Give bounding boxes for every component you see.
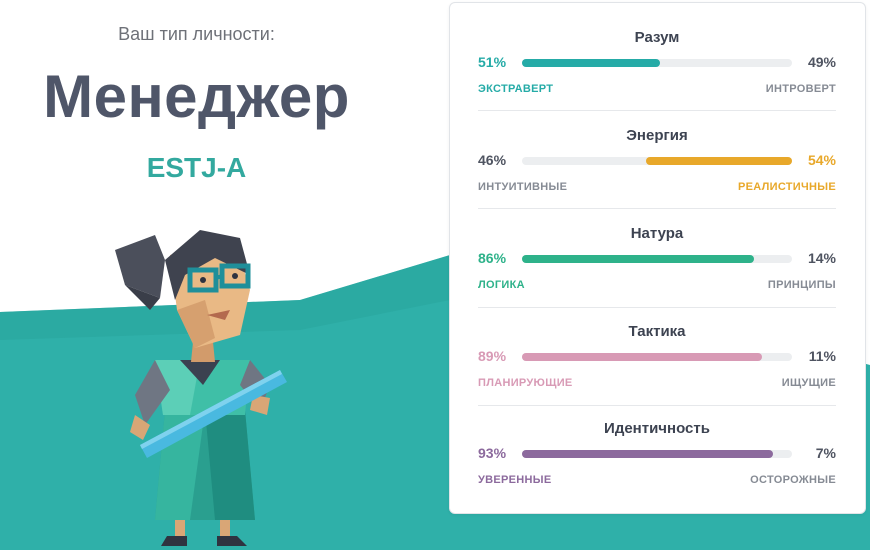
trait-row: Энергия 46% 54% ИНТУИТИВНЫЕ РЕАЛИСТИЧНЫЕ [478,127,836,225]
trait-left-label: УВЕРЕННЫЕ [478,474,552,486]
trait-title: Разум [634,29,680,46]
traits-card: Разум 51% 49% ЭКСТРАВЕРТ ИНТРОВЕРТ Энергия 46%… [449,2,866,514]
trait-bar-fill [522,450,774,458]
trait-left-label: ИНТУИТИВНЫЕ [478,181,568,193]
trait-bar-track [522,353,792,361]
trait-row: Натура 86% 14% ЛОГИКА ПРИНЦИПЫ [478,225,836,323]
trait-divider [478,405,836,406]
trait-left-percent: 86% [478,250,507,266]
trait-bar-fill [522,59,660,67]
trait-right-label: РЕАЛИСТИЧНЫЕ [737,181,836,193]
trait-right-label: ОСТОРОЖНЫЕ [750,474,836,486]
trait-right-label: ПРИНЦИПЫ [767,279,836,291]
manager-character-illustration [115,230,287,546]
trait-bar-track [522,255,792,263]
personality-type-code: ESTJ-A [146,152,247,183]
trait-left-label: ПЛАНИРУЮЩИЕ [478,377,573,389]
trait-left-label: ЛОГИКА [478,279,525,291]
trait-title: Идентичность [604,420,710,437]
trait-row: Разум 51% 49% ЭКСТРАВЕРТ ИНТРОВЕРТ [478,29,836,127]
trait-left-percent: 51% [478,54,507,70]
trait-bar-fill [522,255,755,263]
trait-title: Натура [630,225,684,242]
trait-right-percent: 14% [807,250,836,266]
trait-row: Идентичность 93% 7% УВЕРЕННЫЕ ОСТОРОЖНЫЕ [478,420,836,518]
trait-title: Тактика [628,323,686,340]
trait-right-percent: 11% [808,348,836,364]
trait-right-label: ИНТРОВЕРТ [765,83,836,95]
personality-subtitle: Ваш тип личности: [118,24,275,44]
trait-bar-track [522,59,792,67]
trait-row: Тактика 89% 11% ПЛАНИРУЮЩИЕ ИЩУЩИЕ [478,323,836,421]
trait-bar-fill [646,157,792,165]
trait-title: Энергия [626,127,688,144]
trait-left-label: ЭКСТРАВЕРТ [478,83,554,95]
trait-right-label: ИЩУЩИЕ [781,377,836,389]
trait-bar-track [522,157,792,165]
trait-right-percent: 49% [807,54,836,70]
trait-right-percent: 54% [807,152,836,168]
trait-left-percent: 89% [478,348,507,364]
trait-left-percent: 93% [478,445,507,461]
trait-left-percent: 46% [478,152,507,168]
trait-divider [478,110,836,111]
trait-right-percent: 7% [815,445,836,461]
trait-bar-fill [522,353,763,361]
personality-type-name: Менеджер [43,63,350,130]
trait-bar-track [522,450,792,458]
personality-header: Ваш тип личности: Менеджер ESTJ-A [0,0,400,550]
trait-divider [478,208,836,209]
trait-divider [478,307,836,308]
